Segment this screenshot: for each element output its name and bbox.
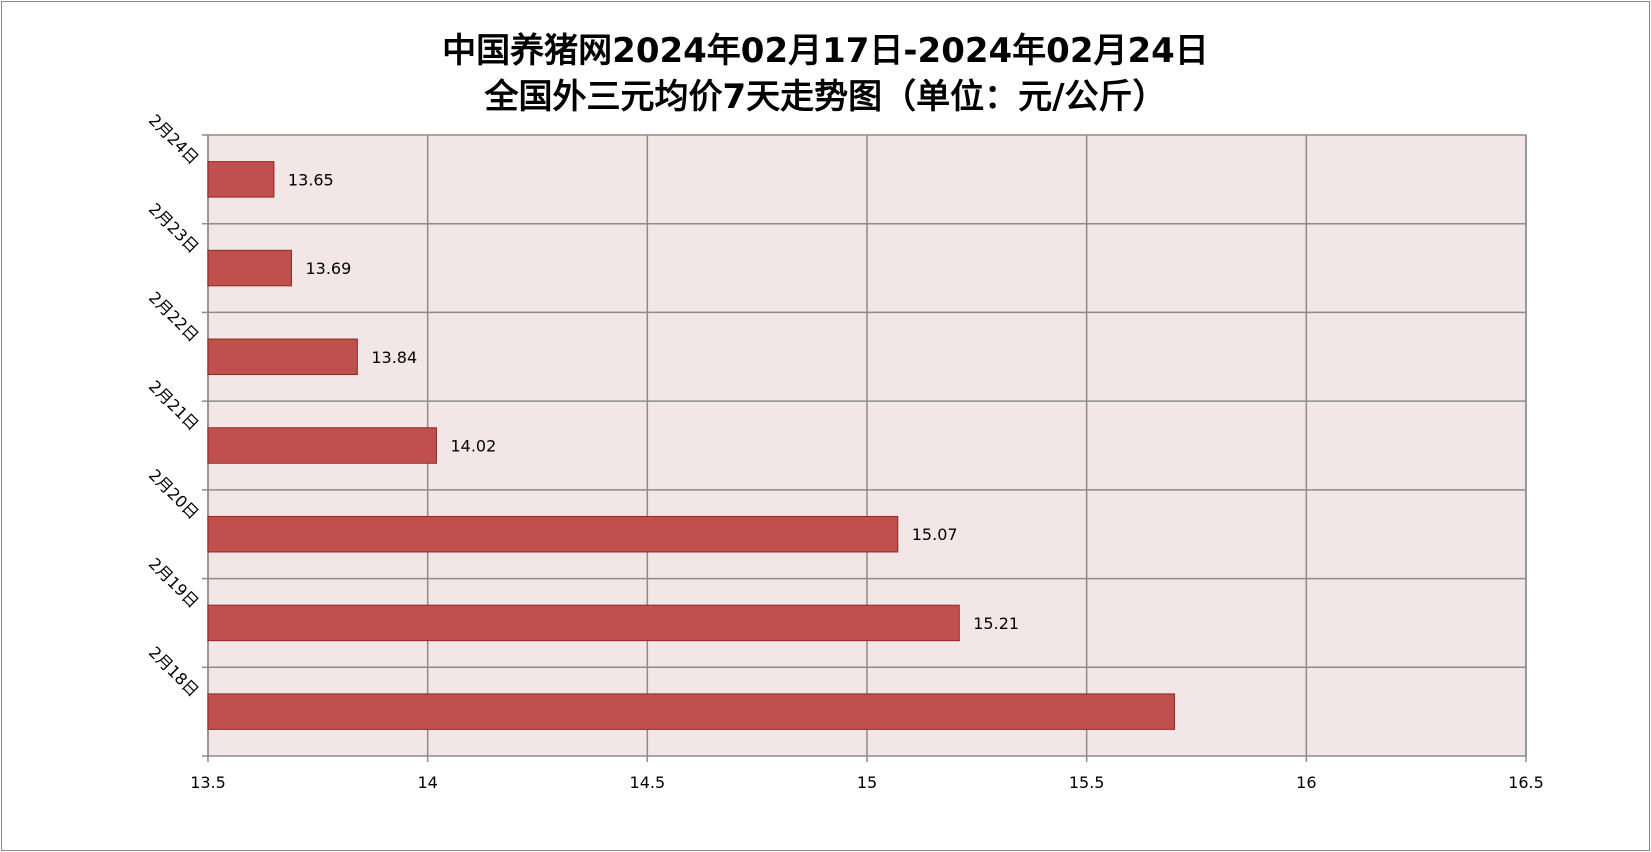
x-tick-label: 14 [417, 773, 437, 792]
chart-title-line-1: 中国养猪网2024年02月17日-2024年02月24日 [442, 31, 1209, 71]
data-label: 14.02 [450, 437, 496, 456]
category-label: 2月23日 [145, 199, 203, 257]
category-label: 2月21日 [145, 377, 203, 435]
data-label: 13.69 [305, 259, 351, 278]
data-labels: 13.65 13.69 13.84 14.02 15.07 15.21 [288, 170, 1019, 633]
bar [207, 338, 358, 376]
bar [207, 427, 437, 464]
bar [207, 249, 292, 287]
bar [207, 515, 899, 553]
chart-title: 中国养猪网2024年02月17日-2024年02月24日 全国外三元均价7天走势… [0, 28, 1651, 120]
grid-lines [202, 134, 1527, 762]
data-label: 13.65 [288, 170, 334, 189]
category-label: 2月24日 [145, 111, 203, 169]
x-tick-label: 16.5 [1508, 773, 1544, 792]
x-tick-label: 14.5 [630, 773, 666, 792]
x-tick-label: 15.5 [1069, 773, 1105, 792]
bar [207, 161, 275, 198]
data-label: 15.07 [912, 525, 958, 544]
category-label: 2月22日 [145, 288, 203, 346]
category-label: 2月19日 [145, 554, 203, 612]
category-labels: 2月24日 2月23日 2月22日 2月21日 2月20日 2月19日 2月18日 [145, 111, 203, 701]
category-label: 2月18日 [145, 643, 203, 701]
x-axis-ticks: 13.5 14 14.5 15 15.5 16 16.5 [190, 773, 1544, 792]
data-label: 15.21 [973, 614, 1019, 633]
x-tick-label: 13.5 [190, 773, 226, 792]
bars [207, 161, 1176, 730]
data-label: 13.84 [371, 348, 417, 367]
x-tick-label: 15 [857, 773, 877, 792]
bar [207, 604, 960, 642]
bar [207, 693, 1176, 730]
category-label: 2月20日 [145, 465, 203, 523]
chart-title-line-2: 全国外三元均价7天走势图（单位：元/公斤） [484, 77, 1167, 117]
x-tick-label: 16 [1296, 773, 1316, 792]
